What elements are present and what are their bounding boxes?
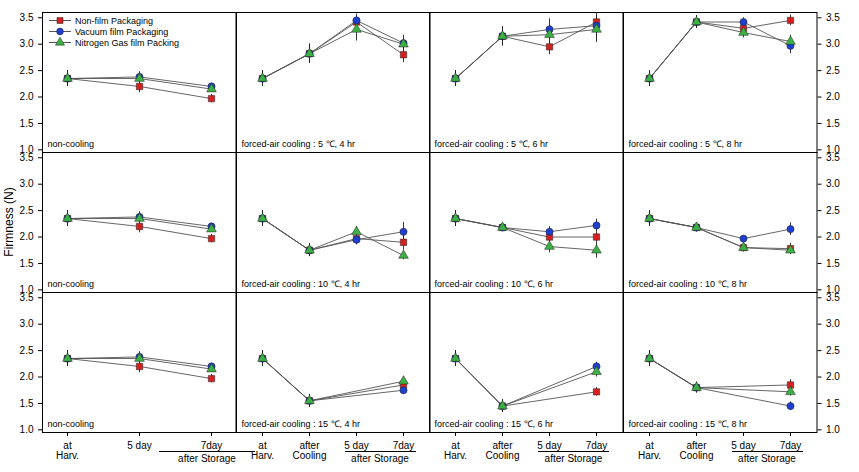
svg-text:afterCooling: afterCooling [679,440,713,461]
svg-text:2.5: 2.5 [20,205,34,216]
html-text:Non-film Packaging: Non-film Packaging [75,15,153,26]
svg-text:1.5: 1.5 [20,118,34,129]
html-text:Firmness (N): Firmness (N) [2,187,16,257]
svg-text:2.0: 2.0 [826,91,840,102]
svg-text:atHarv.: atHarv. [444,440,467,461]
svg-text:1.0: 1.0 [19,284,34,296]
svg-text:1.5: 1.5 [20,258,34,269]
svg-text:2.0: 2.0 [826,231,840,242]
svg-text:forced-air cooling : 5 ℃, 8 hr: forced-air cooling : 5 ℃, 8 hr [628,139,742,149]
svg-text:1.5: 1.5 [826,398,840,409]
html-text:after Storage: after Storage [178,453,236,464]
svg-text:5 day: 5 day [127,440,151,451]
svg-text:7day: 7day [392,440,414,451]
svg-text:forced-air cooling : 10 ℃, 4 h: forced-air cooling : 10 ℃, 4 hr [241,279,360,289]
svg-text:2.0: 2.0 [20,231,34,242]
svg-text:forced-air cooling : 10 ℃, 6 h: forced-air cooling : 10 ℃, 6 hr [435,279,554,289]
svg-text:3.5: 3.5 [20,152,34,163]
svg-text:3.5: 3.5 [826,292,840,303]
svg-text:1.5: 1.5 [826,118,840,129]
svg-text:1.0: 1.0 [20,424,34,435]
svg-text:2.5: 2.5 [20,345,34,356]
svg-text:3.0: 3.0 [826,178,840,189]
svg-text:non-cooling: non-cooling [48,139,95,149]
svg-text:7day: 7day [779,440,801,451]
svg-text:3.0: 3.0 [20,38,34,49]
svg-text:afterCooling: afterCooling [292,440,326,461]
svg-text:5 day: 5 day [344,440,368,451]
html-text:Vacuum film Packaging: Vacuum film Packaging [75,26,169,37]
svg-text:atHarv.: atHarv. [250,440,273,461]
svg-text:forced-air cooling : 15 ℃, 8 h: forced-air cooling : 15 ℃, 8 hr [628,419,747,429]
svg-text:forced-air cooling : 10 ℃, 8 h: forced-air cooling : 10 ℃, 8 hr [628,279,747,289]
svg-text:3.0: 3.0 [20,318,34,329]
svg-text:1.5: 1.5 [20,398,34,409]
svg-text:2.0: 2.0 [20,91,34,102]
html-text:after Storage: after Storage [351,453,409,464]
svg-text:1.0: 1.0 [19,144,34,156]
svg-text:forced-air cooling : 15 ℃, 4 h: forced-air cooling : 15 ℃, 4 hr [241,419,360,429]
svg-text:3.5: 3.5 [20,292,34,303]
svg-text:forced-air cooling : 15 ℃, 6 h: forced-air cooling : 15 ℃, 6 hr [435,419,554,429]
svg-text:1.0: 1.0 [825,144,840,156]
svg-text:3.5: 3.5 [20,12,34,23]
svg-text:2.0: 2.0 [20,371,34,382]
html-text:Nitrogen Gas film Packing: Nitrogen Gas film Packing [75,37,179,48]
svg-text:3.5: 3.5 [826,152,840,163]
svg-text:1.0: 1.0 [825,284,840,296]
svg-text:1.5: 1.5 [826,258,840,269]
svg-text:3.0: 3.0 [826,38,840,49]
svg-text:forced-air cooling : 5 ℃, 6 hr: forced-air cooling : 5 ℃, 6 hr [435,139,549,149]
svg-text:5 day: 5 day [731,440,755,451]
svg-text:forced-air cooling : 5 ℃, 4 hr: forced-air cooling : 5 ℃, 4 hr [241,139,355,149]
svg-text:2.5: 2.5 [826,65,840,76]
svg-text:non-cooling: non-cooling [48,419,95,429]
svg-text:5 day: 5 day [537,440,561,451]
svg-text:atHarv.: atHarv. [637,440,660,461]
svg-text:non-cooling: non-cooling [48,279,95,289]
svg-text:1.0: 1.0 [826,424,840,435]
svg-text:3.0: 3.0 [20,178,34,189]
svg-text:3.0: 3.0 [826,318,840,329]
svg-text:atHarv.: atHarv. [56,440,79,461]
svg-text:7day: 7day [586,440,608,451]
svg-text:2.5: 2.5 [826,345,840,356]
html-text:after Storage: after Storage [738,453,796,464]
svg-text:3.5: 3.5 [826,12,840,23]
svg-text:7day: 7day [201,440,223,451]
html-text:after Storage: after Storage [544,453,603,464]
svg-text:2.5: 2.5 [20,65,34,76]
svg-text:2.0: 2.0 [826,371,840,382]
svg-text:2.5: 2.5 [826,205,840,216]
svg-text:afterCooling: afterCooling [486,440,520,461]
